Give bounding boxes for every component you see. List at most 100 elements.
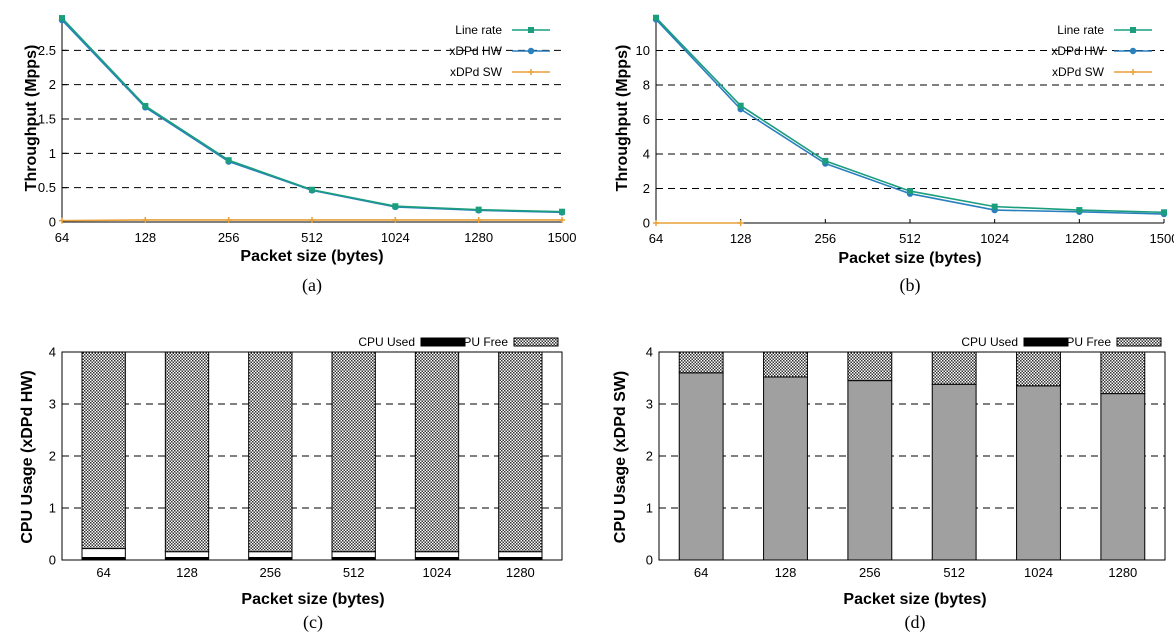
data-point bbox=[309, 216, 315, 223]
data-point bbox=[653, 14, 659, 21]
data-point bbox=[475, 206, 482, 213]
legend-label: CPU Used bbox=[358, 335, 415, 349]
data-point bbox=[559, 208, 565, 215]
bar-cpu-free bbox=[763, 351, 808, 378]
x-tick-label: 1024 bbox=[423, 565, 452, 580]
bar-base bbox=[498, 557, 542, 560]
x-tick-label: 128 bbox=[134, 230, 156, 245]
legend-label: CPU Free bbox=[1058, 335, 1112, 349]
data-point bbox=[142, 216, 149, 223]
y-tick-label: 2 bbox=[49, 77, 56, 92]
data-point bbox=[59, 217, 65, 224]
bar-base bbox=[415, 557, 459, 560]
legend-label: Line rate bbox=[1057, 23, 1104, 37]
y-tick-label: 0.5 bbox=[38, 180, 56, 195]
y-tick-label: 1 bbox=[49, 501, 56, 516]
legend-label: xDPd HW bbox=[449, 44, 502, 58]
bar-cpu-used bbox=[1100, 393, 1146, 561]
legend-swatch bbox=[420, 337, 466, 347]
chart-panel-d: CPU Usage (xDPd SW) Packet size (bytes) … bbox=[612, 335, 1166, 633]
bar-cpu-free bbox=[164, 351, 210, 553]
bar-cpu-free bbox=[248, 351, 293, 553]
x-tick-label: 1280 bbox=[1108, 565, 1137, 580]
x-tick-label: 1280 bbox=[464, 230, 493, 245]
data-point bbox=[1076, 207, 1083, 214]
y-tick-label: 4 bbox=[49, 345, 56, 360]
legend-label: CPU Free bbox=[455, 335, 509, 349]
bar-base bbox=[248, 557, 292, 560]
data-point bbox=[653, 220, 659, 226]
x-tick-label: 512 bbox=[301, 230, 323, 245]
x-tick-label: 64 bbox=[649, 231, 663, 246]
x-tick-label: 256 bbox=[814, 231, 836, 246]
x-tick-label: 64 bbox=[55, 230, 69, 245]
data-point bbox=[991, 203, 998, 210]
bar-cpu-used bbox=[678, 372, 724, 561]
legend-label: xDPd HW bbox=[1051, 44, 1104, 58]
y-tick-label: 0 bbox=[49, 553, 56, 568]
chart-panel-b: Throughput (Mpps) Packet size (bytes) (b… bbox=[614, 14, 1174, 296]
y-tick-label: 4 bbox=[643, 147, 650, 162]
x-tick-label: 128 bbox=[775, 565, 797, 580]
legend-swatch bbox=[1023, 337, 1069, 347]
x-tick-label: 1280 bbox=[1065, 231, 1094, 246]
legend-label: xDPd SW bbox=[450, 65, 503, 79]
chart-panel-c: CPU Usage (xDPd HW) Packet size (bytes) … bbox=[19, 335, 563, 633]
legend-swatch bbox=[1116, 337, 1162, 347]
data-point bbox=[475, 216, 482, 223]
y-axis-title: CPU Usage (xDPd SW) bbox=[612, 371, 629, 543]
bar-cpu-free bbox=[331, 351, 376, 553]
y-tick-label: 8 bbox=[643, 78, 650, 93]
x-tick-label: 1024 bbox=[980, 231, 1009, 246]
y-tick-label: 0 bbox=[49, 215, 56, 230]
bar-cpu-free bbox=[847, 351, 893, 382]
bar-base bbox=[165, 557, 209, 560]
panel-caption: (d) bbox=[905, 612, 926, 633]
y-tick-label: 3 bbox=[646, 397, 653, 412]
x-tick-label: 256 bbox=[859, 565, 881, 580]
data-point bbox=[225, 157, 232, 164]
y-tick-label: 10 bbox=[636, 43, 650, 58]
bar-cpu-used bbox=[1016, 385, 1061, 561]
y-tick-label: 1.5 bbox=[38, 112, 56, 127]
x-tick-label: 64 bbox=[694, 565, 708, 580]
bar-cpu-free bbox=[678, 351, 724, 374]
y-tick-label: 1 bbox=[646, 501, 653, 516]
y-tick-label: 0 bbox=[646, 553, 653, 568]
data-point bbox=[309, 186, 315, 193]
bar-cpu-used bbox=[763, 376, 808, 561]
legend-label: Line rate bbox=[455, 23, 502, 37]
y-tick-label: 6 bbox=[643, 112, 650, 127]
x-axis-title: Packet size (bytes) bbox=[843, 591, 986, 608]
plot-frame bbox=[61, 351, 563, 561]
legend-label: CPU Used bbox=[961, 335, 1018, 349]
x-tick-label: 128 bbox=[730, 231, 752, 246]
x-tick-label: 256 bbox=[218, 230, 240, 245]
y-tick-label: 3 bbox=[49, 397, 56, 412]
x-tick-label: 256 bbox=[259, 565, 281, 580]
bar-cpu-free bbox=[931, 351, 977, 385]
bar-cpu-free bbox=[498, 351, 543, 553]
y-tick-label: 4 bbox=[646, 345, 653, 360]
x-tick-label: 1024 bbox=[1024, 565, 1053, 580]
x-tick-label: 512 bbox=[899, 231, 921, 246]
data-point bbox=[527, 47, 535, 55]
bar-cpu-free bbox=[81, 351, 126, 550]
y-tick-label: 0 bbox=[643, 216, 650, 231]
data-point bbox=[528, 69, 534, 75]
data-point bbox=[528, 27, 534, 33]
chart-panel-a: Throughput (Mpps) Packet size (bytes) (a… bbox=[23, 15, 576, 296]
bar-base bbox=[332, 557, 376, 560]
data-point bbox=[142, 102, 149, 109]
x-tick-label: 128 bbox=[176, 565, 198, 580]
y-tick-label: 2 bbox=[643, 181, 650, 196]
bar-cpu-used bbox=[931, 383, 977, 561]
y-tick-label: 2 bbox=[49, 449, 56, 464]
x-tick-label: 1500 bbox=[548, 230, 577, 245]
data-point bbox=[559, 216, 565, 223]
legend-swatch bbox=[513, 337, 559, 347]
panel-caption: (c) bbox=[303, 612, 323, 633]
data-point bbox=[1129, 47, 1137, 55]
data-point bbox=[1130, 27, 1136, 33]
